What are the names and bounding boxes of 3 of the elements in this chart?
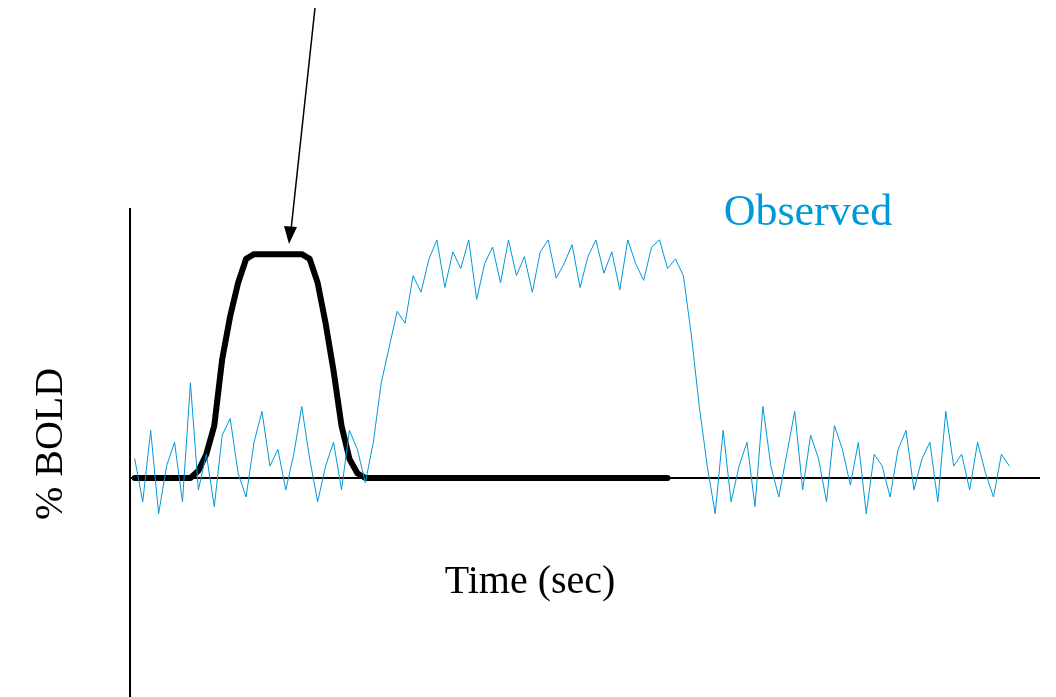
series-label: Observed [723,186,893,235]
x-axis-title: Time (sec) [444,557,616,602]
y-axis-title: % BOLD [26,367,71,521]
